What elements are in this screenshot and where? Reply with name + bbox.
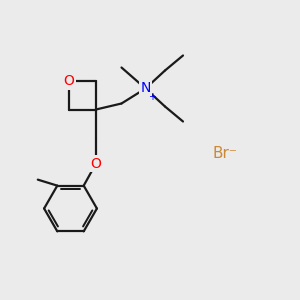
Text: Br⁻: Br⁻ (213, 146, 237, 160)
Text: N: N (140, 82, 151, 95)
Text: O: O (64, 74, 74, 88)
Text: O: O (91, 157, 101, 170)
Text: +: + (148, 92, 156, 102)
